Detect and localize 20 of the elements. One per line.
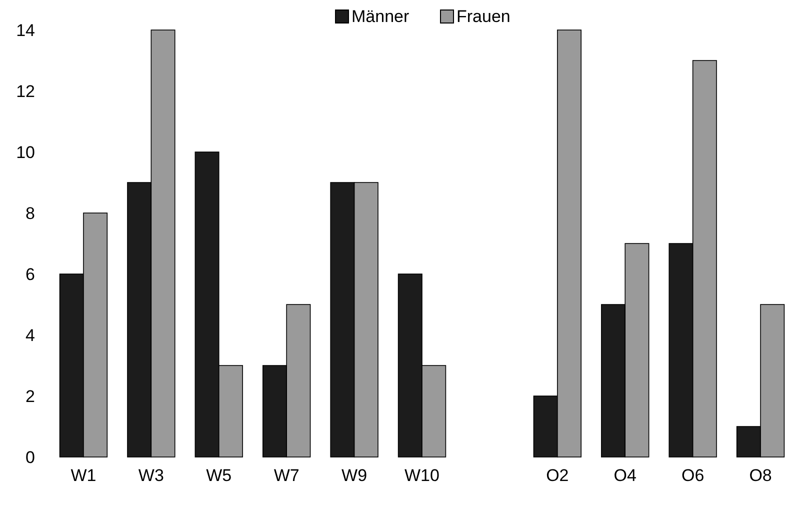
x-tick-label: O2 <box>546 466 569 485</box>
y-tick-label: 8 <box>26 204 35 223</box>
legend-label: Männer <box>352 7 410 26</box>
x-tick-label: W9 <box>342 466 368 485</box>
x-tick-label: O6 <box>681 466 704 485</box>
y-tick-label: 4 <box>26 326 35 345</box>
y-tick-label: 0 <box>26 448 35 467</box>
y-tick-label: 10 <box>16 142 35 162</box>
x-tick-label: W1 <box>70 466 96 485</box>
y-tick-label: 12 <box>16 82 35 101</box>
y-tick-label: 2 <box>26 386 35 406</box>
x-tick-label: W5 <box>206 466 232 485</box>
x-tick-label: W3 <box>138 466 164 485</box>
x-tick-label: O8 <box>749 466 772 485</box>
y-tick-label: 14 <box>16 20 35 40</box>
x-tick-label: O4 <box>614 466 636 485</box>
x-tick-label: W7 <box>274 466 300 485</box>
y-tick-label: 6 <box>26 264 35 284</box>
x-tick-label: W10 <box>404 466 440 485</box>
legend-label: Frauen <box>456 7 510 26</box>
